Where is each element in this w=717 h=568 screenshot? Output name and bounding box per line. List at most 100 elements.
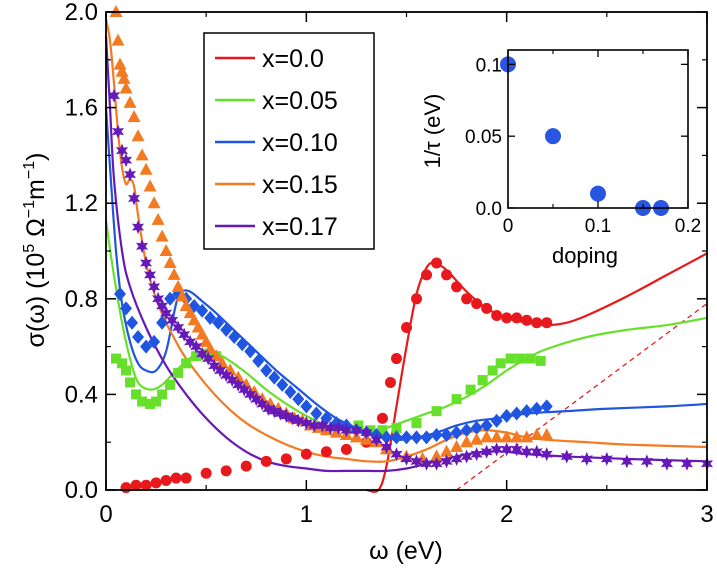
series-markers-x-0-17	[107, 88, 714, 471]
data-point-x-0-17	[400, 451, 413, 466]
data-point-x-0-17	[196, 346, 209, 361]
data-point-x-0-15	[109, 5, 123, 17]
data-point-x-0-0	[140, 479, 152, 491]
data-point-x-0-0	[431, 257, 443, 269]
data-point-x-0-10	[520, 404, 533, 419]
data-point-x-0-10	[450, 425, 463, 440]
data-point-x-0-17	[127, 191, 141, 206]
inset-y-tick-label: 0.0	[476, 199, 502, 220]
data-point-x-0-05	[181, 358, 192, 369]
data-point-x-0-17	[208, 358, 221, 373]
data-point-x-0-0	[180, 472, 192, 484]
data-point-x-0-05	[451, 394, 462, 405]
data-point-x-0-17	[190, 339, 203, 354]
reference-line-layer	[456, 303, 708, 491]
data-point-x-0-15	[500, 430, 514, 443]
data-point-x-0-15	[139, 162, 153, 175]
data-point-x-0-15	[113, 57, 127, 70]
data-point-x-0-15	[520, 430, 534, 443]
x-tick-label: 0	[99, 501, 112, 528]
data-point-x-0-17	[144, 267, 157, 282]
data-point-x-0-17	[640, 454, 653, 469]
y-label-exp: −1	[21, 161, 38, 179]
data-point-x-0-17	[111, 124, 125, 139]
data-point-x-0-0	[401, 321, 412, 333]
legend-label-x-0-10: x=0.10	[262, 129, 338, 157]
data-point-x-0-17	[340, 423, 353, 438]
data-point-x-0-0	[541, 317, 553, 329]
data-point-x-0-10	[252, 353, 265, 368]
data-point-x-0-0	[421, 269, 433, 281]
y-tick-label: 0.4	[65, 381, 98, 408]
data-point-x-0-10	[540, 399, 553, 414]
data-point-x-0-10	[196, 303, 209, 318]
data-point-x-0-17	[308, 418, 321, 433]
data-point-x-0-17	[166, 313, 179, 328]
data-point-x-0-10	[390, 430, 403, 445]
data-point-x-0-05	[145, 398, 156, 409]
series-markers-layer	[107, 5, 714, 494]
data-point-x-0-17	[390, 447, 403, 462]
data-point-x-0-15	[171, 279, 185, 292]
inset-background	[508, 50, 688, 208]
data-point-x-0-10	[228, 330, 241, 345]
data-point-x-0-05	[525, 353, 536, 364]
data-point-x-0-15	[209, 349, 223, 362]
data-point-x-0-10	[440, 428, 453, 443]
data-point-x-0-05	[495, 358, 506, 369]
data-point-x-0-17	[316, 418, 329, 433]
data-point-x-0-10	[400, 430, 413, 445]
data-point-x-0-17	[256, 396, 269, 411]
y-tick-label: 1.6	[65, 95, 98, 122]
data-point-x-0-17	[580, 451, 593, 466]
data-point-x-0-10	[132, 330, 145, 345]
data-point-x-0-0	[531, 317, 543, 329]
data-point-x-0-15	[127, 110, 141, 123]
data-point-x-0-05	[431, 406, 442, 417]
data-point-x-0-15	[143, 179, 157, 192]
y-label-exp: 5	[21, 244, 38, 253]
x-axis-label: ω (eV)	[369, 537, 443, 565]
data-point-x-0-15	[490, 430, 504, 443]
inset-y-axis-label: 1/τ (eV)	[420, 94, 445, 169]
data-point-x-0-15	[175, 289, 189, 302]
data-point-x-0-17	[620, 454, 633, 469]
inset-y-tick-label: 0.05	[465, 127, 502, 148]
data-point-x-0-10	[380, 430, 393, 445]
series-line-x-0-10	[104, 107, 708, 441]
legend-label-x-0-0: x=0.0	[262, 45, 324, 73]
data-point-x-0-17	[332, 420, 345, 435]
data-point-x-0-15	[147, 196, 161, 209]
inset-markers-layer	[500, 56, 669, 216]
data-point-x-0-10	[510, 406, 523, 421]
data-point-x-0-10	[310, 406, 323, 421]
data-point-x-0-05	[515, 353, 526, 364]
data-point-x-0-15	[123, 95, 137, 108]
data-point-x-0-17	[440, 454, 453, 469]
y-tick-label: 0.0	[65, 477, 98, 504]
data-point-x-0-17	[370, 432, 383, 447]
data-point-x-0-17	[107, 88, 121, 103]
data-point-x-0-10	[244, 344, 257, 359]
legend-label-x-0-17: x=0.17	[262, 213, 338, 241]
data-point-x-0-05	[353, 420, 364, 431]
data-point-x-0-17	[152, 291, 165, 306]
y-label-part: Ω	[22, 218, 50, 244]
x-tick-label: 3	[700, 501, 713, 528]
data-point-x-0-17	[184, 334, 197, 349]
data-point-x-0-17	[244, 387, 257, 402]
data-point-x-0-10	[212, 315, 225, 330]
data-point-x-0-10	[156, 315, 169, 330]
data-point-x-0-10	[500, 408, 513, 423]
data-point-x-0-05	[465, 384, 476, 395]
data-point-x-0-17	[530, 444, 543, 459]
data-point-x-0-0	[300, 448, 312, 460]
data-point-x-0-05	[191, 351, 202, 362]
data-point-x-0-17	[460, 449, 473, 464]
data-point-x-0-10	[480, 418, 493, 433]
data-point-x-0-10	[276, 377, 289, 392]
data-point-x-0-05	[121, 365, 132, 376]
data-point-x-0-10	[410, 430, 423, 445]
y-tick-label: 1.2	[65, 190, 98, 217]
